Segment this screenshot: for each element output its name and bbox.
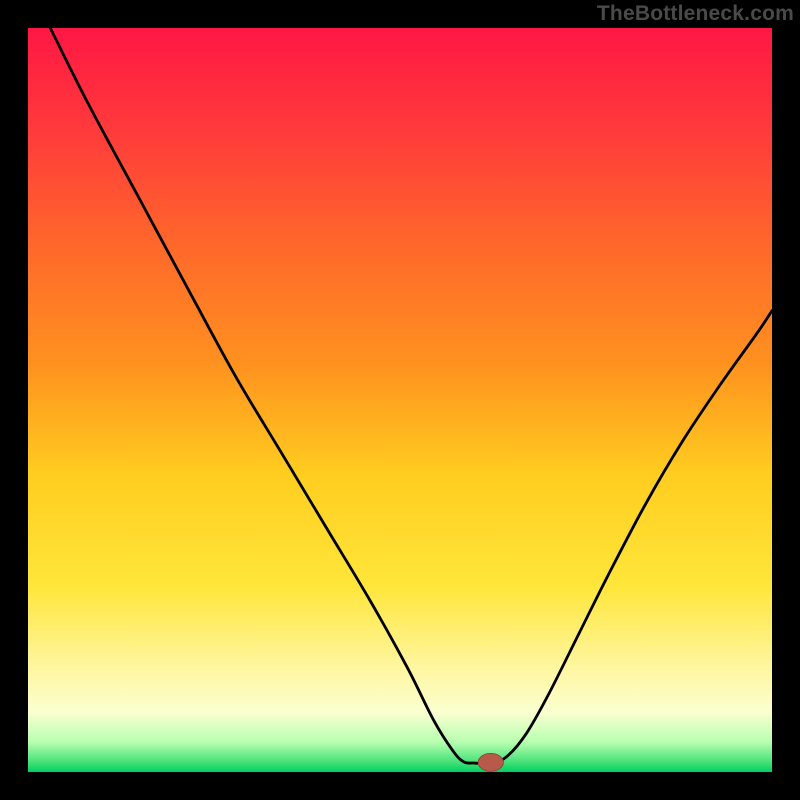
watermark-text: TheBottleneck.com [597,2,794,26]
bottleneck-curve-chart [0,0,800,800]
chart-container: TheBottleneck.com [0,0,800,800]
min-point-marker [478,753,503,771]
gradient-background [28,28,772,772]
